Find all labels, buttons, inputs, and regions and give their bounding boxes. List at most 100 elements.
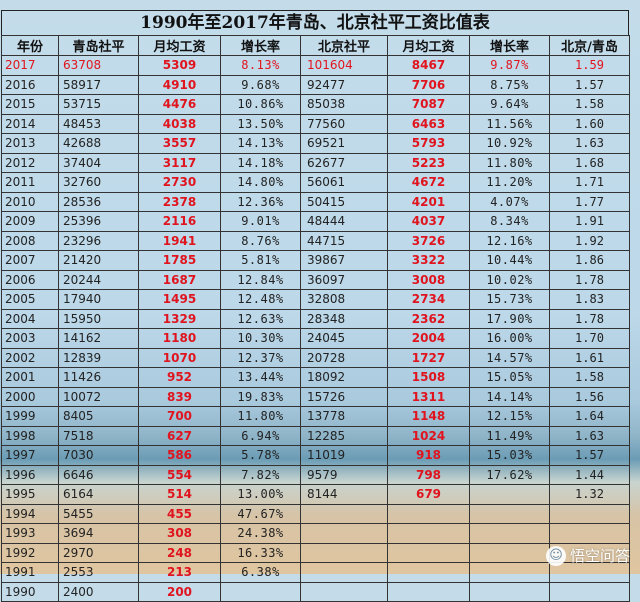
cell-ratio — [549, 523, 630, 544]
cell-qingdao-avg: 37404 — [58, 152, 139, 173]
cell-ratio: 1.71 — [549, 172, 630, 193]
cell-beijing-growth — [469, 523, 550, 544]
cell-year: 1993 — [1, 523, 59, 544]
cell-beijing-monthly: 2362 — [387, 308, 470, 329]
cell-qingdao-avg: 20244 — [58, 269, 139, 290]
cell-beijing-monthly: 1311 — [387, 386, 470, 407]
header-qingdao-monthly: 月均工资 — [138, 35, 221, 56]
cell-qingdao-monthly: 3117 — [138, 152, 221, 173]
table-row: 2002 12839 1070 12.37% 20728 1727 14.57% 1.61 — [1, 347, 630, 368]
cell-beijing-avg: 92477 — [300, 74, 388, 95]
cell-year: 2004 — [1, 308, 59, 329]
cell-qingdao-avg: 15950 — [58, 308, 139, 329]
cell-beijing-avg: 8144 — [300, 484, 388, 505]
cell-year: 1998 — [1, 425, 59, 446]
cell-qingdao-avg: 2970 — [58, 542, 139, 563]
cell-qingdao-monthly: 4038 — [138, 113, 221, 134]
cell-ratio — [549, 503, 630, 524]
cell-beijing-avg — [300, 523, 388, 544]
header-row: 年份 青岛社平 月均工资 增长率 北京社平 月均工资 增长率 北京/青岛 — [1, 35, 630, 56]
cell-beijing-avg: 28348 — [300, 308, 388, 329]
cell-beijing-avg: 20728 — [300, 347, 388, 368]
cell-ratio: 1.86 — [549, 250, 630, 271]
cell-beijing-growth: 15.03% — [469, 445, 550, 466]
cell-year: 1996 — [1, 464, 59, 485]
cell-qingdao-monthly: 4476 — [138, 94, 221, 115]
cell-beijing-avg: 85038 — [300, 94, 388, 115]
cell-ratio: 1.60 — [549, 113, 630, 134]
cell-qingdao-growth: 13.44% — [220, 367, 301, 388]
cell-ratio: 1.56 — [549, 386, 630, 407]
salary-table: 年份 青岛社平 月均工资 增长率 北京社平 月均工资 增长率 北京/青岛 201… — [1, 35, 630, 602]
cell-qingdao-monthly: 839 — [138, 386, 221, 407]
cell-beijing-monthly — [387, 562, 470, 583]
table-row: 1999 8405 700 11.80% 13778 1148 12.15% 1.64 — [1, 406, 630, 427]
cell-ratio: 1.78 — [549, 308, 630, 329]
cell-beijing-avg: 50415 — [300, 191, 388, 212]
cell-ratio: 1.63 — [549, 425, 630, 446]
header-qingdao-avg: 青岛社平 — [58, 35, 139, 56]
cell-year: 2013 — [1, 133, 59, 154]
cell-qingdao-growth: 12.63% — [220, 308, 301, 329]
cell-qingdao-monthly: 3557 — [138, 133, 221, 154]
cell-qingdao-avg: 6164 — [58, 484, 139, 505]
cell-qingdao-avg: 12839 — [58, 347, 139, 368]
cell-qingdao-monthly: 5309 — [138, 55, 221, 76]
table-row: 1990 2400 200 — [1, 581, 630, 602]
cell-year: 2016 — [1, 74, 59, 95]
cell-beijing-growth: 14.14% — [469, 386, 550, 407]
cell-qingdao-avg: 2400 — [58, 581, 139, 602]
cell-year: 2003 — [1, 328, 59, 349]
cell-qingdao-growth: 9.68% — [220, 74, 301, 95]
cell-qingdao-monthly: 248 — [138, 542, 221, 563]
cell-year: 1995 — [1, 484, 59, 505]
cell-beijing-growth: 12.16% — [469, 230, 550, 251]
cell-year: 1992 — [1, 542, 59, 563]
cell-beijing-growth: 11.49% — [469, 425, 550, 446]
table-row: 1994 5455 455 47.67% — [1, 503, 630, 524]
cell-beijing-growth: 10.92% — [469, 133, 550, 154]
cell-beijing-monthly: 6463 — [387, 113, 470, 134]
table-row: 1998 7518 627 6.94% 12285 1024 11.49% 1.63 — [1, 425, 630, 446]
cell-beijing-monthly: 3322 — [387, 250, 470, 271]
cell-qingdao-monthly: 1495 — [138, 289, 221, 310]
cell-beijing-growth — [469, 484, 550, 505]
cell-qingdao-growth: 9.01% — [220, 211, 301, 232]
cell-beijing-monthly: 4672 — [387, 172, 470, 193]
cell-ratio: 1.91 — [549, 211, 630, 232]
wukong-logo-icon: ☺ — [545, 545, 566, 566]
table-row: 2003 14162 1180 10.30% 24045 2004 16.00% 1.70 — [1, 328, 630, 349]
cell-beijing-avg: 13778 — [300, 406, 388, 427]
cell-year: 2012 — [1, 152, 59, 173]
cell-year: 2015 — [1, 94, 59, 115]
cell-qingdao-avg: 2553 — [58, 562, 139, 583]
cell-qingdao-avg: 11426 — [58, 367, 139, 388]
cell-qingdao-monthly: 1941 — [138, 230, 221, 251]
cell-beijing-growth: 12.15% — [469, 406, 550, 427]
table-row: 2015 53715 4476 10.86% 85038 7087 9.64% 1.58 — [1, 94, 630, 115]
cell-beijing-monthly: 3726 — [387, 230, 470, 251]
cell-qingdao-avg: 14162 — [58, 328, 139, 349]
cell-beijing-monthly — [387, 523, 470, 544]
cell-beijing-growth: 9.87% — [469, 55, 550, 76]
cell-qingdao-avg: 23296 — [58, 230, 139, 251]
cell-year: 1990 — [1, 581, 59, 602]
table-row: 2013 42688 3557 14.13% 69521 5793 10.92% 1.63 — [1, 133, 630, 154]
cell-beijing-avg: 69521 — [300, 133, 388, 154]
table-row: 2011 32760 2730 14.80% 56061 4672 11.20% 1.71 — [1, 172, 630, 193]
cell-qingdao-avg: 8405 — [58, 406, 139, 427]
header-beijing-growth: 增长率 — [469, 35, 550, 56]
table-row: 2016 58917 4910 9.68% 92477 7706 8.75% 1.57 — [1, 74, 630, 95]
cell-qingdao-avg: 63708 — [58, 55, 139, 76]
cell-beijing-avg: 62677 — [300, 152, 388, 173]
cell-qingdao-avg: 6646 — [58, 464, 139, 485]
cell-beijing-avg: 56061 — [300, 172, 388, 193]
cell-beijing-growth: 9.64% — [469, 94, 550, 115]
cell-qingdao-monthly: 554 — [138, 464, 221, 485]
cell-beijing-growth: 11.20% — [469, 172, 550, 193]
cell-beijing-growth: 16.00% — [469, 328, 550, 349]
table-row: 2009 25396 2116 9.01% 48444 4037 8.34% 1.91 — [1, 211, 630, 232]
cell-beijing-avg: 77560 — [300, 113, 388, 134]
cell-year: 2014 — [1, 113, 59, 134]
cell-beijing-monthly: 1148 — [387, 406, 470, 427]
